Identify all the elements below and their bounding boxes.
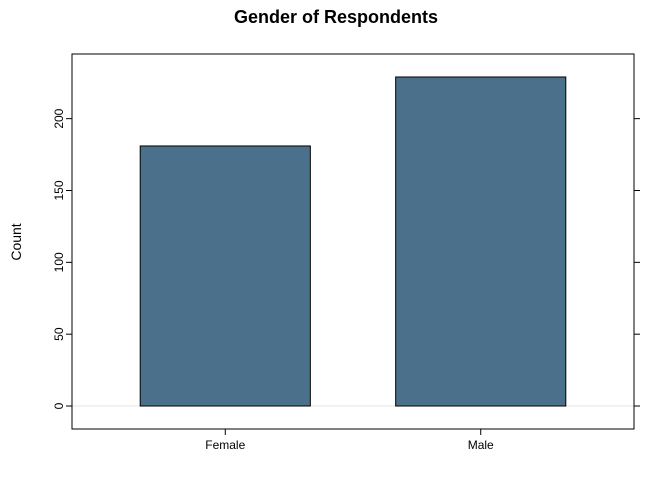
y-tick-label: 50 (52, 327, 66, 341)
x-tick-label-female: Female (205, 438, 245, 452)
bar-female (139, 145, 311, 407)
y-tick-label: 200 (52, 108, 66, 128)
y-tick-label: 0 (52, 402, 66, 409)
bars-layer (139, 76, 567, 407)
x-axis-ticks: Female Male (205, 429, 494, 452)
bar-male (395, 76, 567, 407)
y-tick-label: 150 (52, 180, 66, 200)
x-tick-label-male: Male (468, 438, 494, 452)
y-axis-ticks: 0 50 100 150 200 (52, 108, 640, 409)
y-tick-label: 100 (52, 252, 66, 272)
chart-title: Gender of Respondents (234, 7, 438, 27)
plot-frame (71, 53, 635, 430)
y-axis-label: Count (8, 223, 24, 260)
